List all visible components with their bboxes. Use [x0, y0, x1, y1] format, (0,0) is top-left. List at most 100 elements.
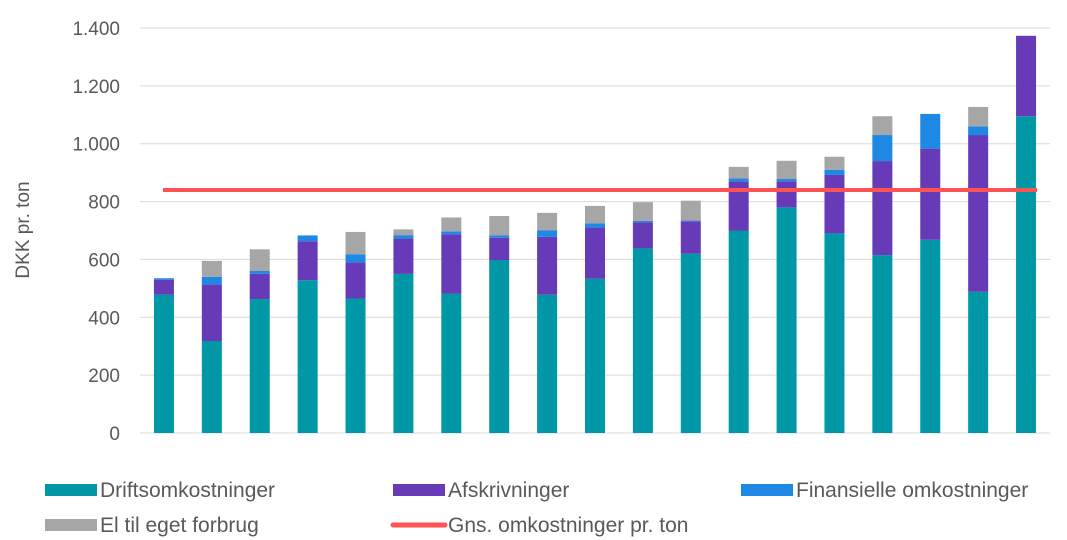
bar-stack-15 [824, 156, 845, 433]
y-tick-label: 600 [88, 250, 120, 271]
bar-segment-series-4-bar-16 [872, 116, 893, 136]
bar-stack-12 [680, 200, 701, 433]
bar-segment-series-1-bar-8 [489, 260, 510, 433]
bar-stack-2 [201, 260, 222, 433]
bar-segment-series-3-bar-9 [537, 230, 558, 237]
bar-stack-3 [249, 249, 270, 433]
legend-swatch [393, 484, 445, 496]
y-tick-label: 800 [88, 193, 120, 214]
bar-segment-series-2-bar-2 [201, 284, 222, 342]
bar-stack-16 [872, 116, 893, 433]
bar-segment-series-1-bar-7 [441, 293, 462, 433]
bar-segment-series-4-bar-18 [968, 106, 989, 127]
bar-segment-series-3-bar-15 [824, 169, 845, 175]
bar-segment-series-3-bar-14 [776, 179, 797, 182]
bar-segment-series-4-bar-8 [489, 216, 510, 236]
bar-segment-series-4-bar-12 [680, 200, 701, 221]
bar-segment-series-1-bar-16 [872, 255, 893, 433]
bar-segment-series-3-bar-8 [489, 235, 510, 238]
bar-segment-series-1-bar-17 [920, 239, 941, 433]
legend-el-til-eget-forbrug: El til eget forbrug [45, 514, 259, 537]
bar-segment-series-2-bar-15 [824, 174, 845, 234]
bar-segment-series-3-bar-7 [441, 231, 462, 235]
bar-segment-series-2-bar-1 [153, 279, 174, 295]
legend-label: Gns. omkostninger pr. ton [448, 514, 688, 537]
legend-label: Finansielle omkostninger [796, 479, 1028, 502]
bar-segment-series-2-bar-9 [537, 236, 558, 295]
bar-segment-series-2-bar-8 [489, 237, 510, 261]
bar-segment-series-1-bar-13 [728, 230, 749, 433]
bar-stack-4 [297, 235, 318, 433]
bar-segment-series-1-bar-15 [824, 233, 845, 433]
bar-segment-series-1-bar-10 [585, 278, 605, 433]
bar-segment-series-2-bar-12 [680, 221, 701, 254]
legend-swatch [45, 519, 97, 531]
bar-segment-series-3-bar-1 [153, 278, 174, 280]
bar-segment-series-3-bar-18 [968, 126, 989, 136]
bar-segment-series-2-bar-13 [728, 181, 749, 231]
bar-stack-7 [441, 217, 462, 433]
bar-stack-10 [585, 205, 605, 433]
bar-segment-series-4-bar-7 [441, 217, 462, 232]
bar-segment-series-1-bar-14 [776, 207, 797, 433]
bar-segment-series-4-bar-13 [728, 166, 749, 179]
bar-segment-series-4-bar-6 [393, 229, 414, 236]
legend-label: Afskrivninger [448, 479, 569, 502]
y-tick-label: 200 [88, 366, 120, 387]
bar-segment-series-3-bar-13 [728, 178, 749, 182]
bar-segment-series-3-bar-5 [345, 254, 366, 263]
bar-segment-series-1-bar-18 [968, 291, 989, 433]
y-tick-label: 1.200 [72, 77, 120, 98]
bar-segment-series-1-bar-4 [297, 280, 318, 433]
bar-segment-series-1-bar-2 [201, 341, 222, 433]
bar-segment-series-3-bar-2 [201, 276, 222, 285]
y-tick-label: 1.400 [72, 19, 120, 40]
legend-finansielle-omkostninger: Finansielle omkostninger [741, 479, 1028, 502]
y-axis-title: DKK pr. ton [13, 181, 34, 278]
bar-segment-series-4-bar-11 [632, 202, 653, 221]
bar-segment-series-3-bar-11 [632, 220, 653, 223]
bar-segment-series-1-bar-9 [537, 294, 558, 433]
bar-stack-8 [489, 216, 510, 433]
bar-segment-series-1-bar-12 [680, 253, 701, 433]
bar-segment-series-4-bar-2 [201, 260, 222, 277]
bar-segment-series-3-bar-12 [680, 220, 701, 222]
legend-swatch [45, 484, 97, 496]
bar-stack-5 [345, 231, 366, 433]
y-axis-tick-labels: 0 200 400 600 800 1.000 1.200 1.400 [72, 19, 120, 445]
bar-segment-series-1-bar-3 [249, 299, 270, 433]
bar-segment-series-2-bar-10 [585, 227, 605, 279]
y-tick-label: 0 [109, 424, 120, 445]
legend-driftsomkostninger: Driftsomkostninger [45, 479, 275, 502]
bar-segment-series-4-bar-10 [585, 205, 605, 224]
bar-segment-series-2-bar-17 [920, 148, 941, 240]
bar-segment-series-2-bar-18 [968, 135, 989, 292]
bar-segment-series-3-bar-4 [297, 235, 318, 242]
bar-stack-18 [968, 106, 989, 433]
legend-swatch [741, 484, 793, 496]
legend-label: El til eget forbrug [100, 514, 259, 537]
bar-stack-9 [537, 212, 558, 433]
legend-label: Driftsomkostninger [100, 479, 275, 502]
bar-segment-series-3-bar-3 [249, 271, 270, 274]
bar-segment-series-3-bar-6 [393, 235, 414, 239]
bar-segment-series-2-bar-19 [1016, 35, 1037, 117]
bar-segment-series-2-bar-3 [249, 273, 270, 300]
legend: Driftsomkostninger Afskrivninger Finansiel… [45, 479, 1028, 537]
bar-segment-series-1-bar-1 [153, 294, 174, 433]
legend-gns-omkostninger: Gns. omkostninger pr. ton [390, 514, 688, 537]
bar-segment-series-2-bar-7 [441, 234, 462, 294]
bar-segment-series-4-bar-15 [824, 156, 845, 170]
bar-stack-17 [920, 113, 941, 433]
bar-stack-13 [728, 166, 749, 433]
bar-segment-series-1-bar-6 [393, 273, 414, 433]
y-tick-label: 400 [88, 308, 120, 329]
bar-stack-19 [1016, 35, 1037, 433]
bar-segment-series-3-bar-10 [585, 223, 605, 228]
bar-segment-series-2-bar-5 [345, 262, 366, 299]
bar-segment-series-4-bar-14 [776, 160, 797, 180]
bar-segment-series-4-bar-3 [249, 249, 270, 271]
legend-afskrivninger: Afskrivninger [393, 479, 569, 502]
